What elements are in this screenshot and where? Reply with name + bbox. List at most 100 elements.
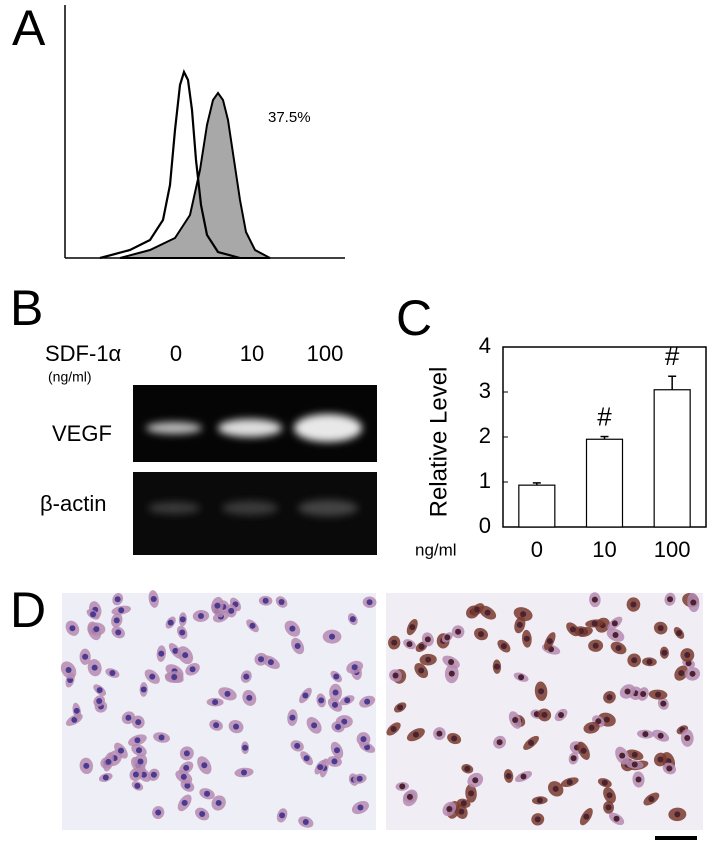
nucleus <box>472 777 479 784</box>
nucleus <box>520 611 527 618</box>
nucleus <box>690 599 697 606</box>
nucleus <box>455 628 462 635</box>
nucleus <box>228 607 235 614</box>
nucleus <box>289 714 296 721</box>
nucleus <box>635 776 642 783</box>
nucleus <box>179 629 186 636</box>
y-tick-label: 4 <box>479 333 491 358</box>
nucleus <box>243 673 250 680</box>
nucleus <box>109 670 116 677</box>
nucleus <box>666 765 673 772</box>
nucleus <box>349 616 356 623</box>
nucleus <box>332 689 339 696</box>
nucleus <box>484 609 491 616</box>
nucleus <box>512 717 519 724</box>
nucleus <box>302 692 309 699</box>
nucleus <box>648 796 655 803</box>
nucleus <box>333 673 340 680</box>
nucleus <box>278 599 285 606</box>
nucleus <box>303 755 310 762</box>
nucleus <box>96 698 103 705</box>
y-tick-label: 0 <box>479 513 491 538</box>
nucleus <box>140 686 147 693</box>
nucleus <box>418 667 425 674</box>
nucleus <box>505 772 512 779</box>
nucleus <box>496 739 503 746</box>
nucleus <box>392 672 399 679</box>
nucleus <box>478 631 485 638</box>
nucleus <box>135 719 142 726</box>
nucleus <box>676 629 683 636</box>
panel-label: A <box>12 0 46 56</box>
nucleus <box>65 667 72 674</box>
nucleus <box>360 736 367 743</box>
nucleus <box>204 790 211 797</box>
nucleus <box>655 691 662 698</box>
nucleus <box>674 811 681 818</box>
nucleus <box>631 751 638 758</box>
nucleus <box>592 642 599 649</box>
nucleus <box>612 632 619 639</box>
nucleus <box>113 617 120 624</box>
nucleus <box>569 626 576 633</box>
nucleus <box>536 797 543 804</box>
nucleus <box>341 718 348 725</box>
nucleus <box>96 687 103 694</box>
nucleus <box>640 690 647 697</box>
nucleus <box>424 636 431 643</box>
nucleus <box>82 653 89 660</box>
nucleus <box>189 666 196 673</box>
nucleus <box>657 625 664 632</box>
control-histogram <box>99 69 241 260</box>
nucleus <box>329 633 336 640</box>
nucleus <box>71 716 78 723</box>
nucleus <box>150 596 157 603</box>
unit-label: (ng/ml) <box>48 369 92 385</box>
nucleus <box>468 790 475 797</box>
nucleus <box>366 599 373 606</box>
nucleus <box>523 635 530 642</box>
nucleus <box>474 606 481 613</box>
nucleus <box>258 656 265 663</box>
x-tick-label: 10 <box>592 537 616 562</box>
nucleus <box>425 656 432 663</box>
nucleus <box>684 734 691 741</box>
nucleus <box>448 670 455 677</box>
nucleus <box>661 649 668 656</box>
nucleus <box>605 804 612 811</box>
flow-plot: 37.5% <box>64 5 345 260</box>
nucleus <box>646 658 653 665</box>
nucleus <box>69 625 76 632</box>
nucleus <box>538 688 545 695</box>
dose-label: 0 <box>170 341 182 366</box>
nucleus <box>448 659 455 666</box>
x-axis-label: ng/ml <box>415 540 457 559</box>
nucleus <box>558 711 565 718</box>
nucleus <box>619 752 626 759</box>
y-tick-label: 2 <box>479 423 491 448</box>
nucleus <box>83 762 90 769</box>
nucleus <box>665 758 672 765</box>
nucleus <box>172 647 179 654</box>
dose-label: 100 <box>307 341 344 366</box>
nucleus <box>528 739 535 746</box>
nucleus <box>406 793 413 800</box>
micrograph <box>62 593 376 830</box>
bar <box>653 389 691 528</box>
nucleus <box>412 731 419 738</box>
nucleus <box>150 771 157 778</box>
nucleus <box>201 762 208 769</box>
nucleus <box>335 723 342 730</box>
nucleus <box>667 596 674 603</box>
nucleus <box>606 694 613 701</box>
blot-panel: SDF-1α (ng/ml) 0 10 100 VEGF β-actin <box>40 341 377 555</box>
nucleus <box>212 699 219 706</box>
nucleus <box>158 734 165 741</box>
nucleus <box>460 800 467 807</box>
nucleus <box>444 634 451 641</box>
nucleus <box>356 775 363 782</box>
nucleus <box>624 688 631 695</box>
nucleus <box>318 697 325 704</box>
nucleus <box>267 659 274 666</box>
nucleus <box>464 765 471 772</box>
